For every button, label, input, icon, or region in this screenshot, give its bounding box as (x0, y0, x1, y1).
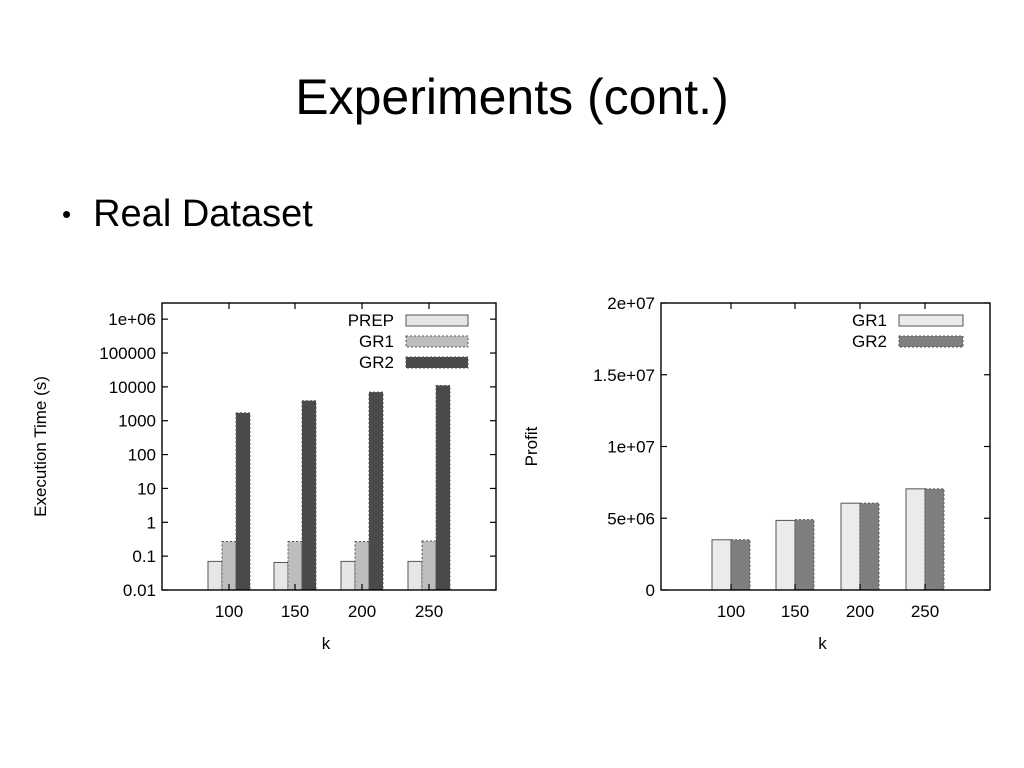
y-tick-label: 1.5e+07 (593, 366, 655, 385)
bar-gr2-100 (730, 539, 751, 591)
x-tick-label: 250 (911, 602, 939, 621)
y-tick-label: 1e+07 (607, 438, 655, 457)
x-tick-label: 200 (846, 602, 874, 621)
x-tick-label: 200 (348, 602, 376, 621)
legend-swatch-prep (405, 314, 469, 327)
legend-label: PREP (348, 311, 394, 330)
y-tick-label: 1e+06 (108, 310, 156, 329)
y-tick-label: 5e+06 (607, 509, 655, 528)
x-axis-label: k (818, 634, 827, 653)
y-tick-label: 10000 (109, 378, 156, 397)
bar-gr2-150 (301, 400, 317, 591)
y-tick-label: 10 (137, 479, 156, 498)
slide-title: Experiments (cont.) (295, 69, 729, 125)
y-tick-label: 1000 (118, 412, 156, 431)
bullet-dot: • (62, 198, 72, 229)
bar-gr1-150 (775, 519, 796, 591)
plot-frame (161, 302, 497, 591)
bullet-item: • Real Dataset (62, 188, 313, 240)
legend-swatch-gr2 (405, 356, 469, 369)
legend-swatch-gr1 (405, 335, 469, 348)
y-axis-label: Profit (522, 426, 541, 466)
x-axis-label: k (322, 634, 331, 653)
x-tick-label: 250 (415, 602, 443, 621)
y-tick-label: 0.01 (123, 581, 156, 600)
bar-gr2-250 (924, 488, 945, 591)
legend-label: GR2 (852, 332, 887, 351)
bar-gr2-200 (368, 391, 384, 591)
x-tick-label: 150 (781, 602, 809, 621)
bar-gr1-200 (840, 502, 861, 591)
bar-gr2-100 (235, 412, 251, 591)
legend-swatch-gr1 (898, 314, 964, 327)
legend-swatch-gr2 (898, 335, 964, 348)
y-tick-label: 100000 (99, 344, 156, 363)
y-tick-label: 100 (128, 446, 156, 465)
y-axis-label: Execution Time (s) (31, 376, 50, 517)
bar-gr2-200 (859, 502, 880, 591)
bullet-text: Real Dataset (93, 192, 313, 235)
y-tick-label: 0.1 (132, 547, 156, 566)
bar-gr2-150 (794, 519, 815, 591)
legend-label: GR1 (359, 332, 394, 351)
x-tick-label: 100 (717, 602, 745, 621)
y-tick-label: 2e+07 (607, 294, 655, 313)
legend-label: GR1 (852, 311, 887, 330)
x-tick-label: 150 (281, 602, 309, 621)
bar-gr1-100 (711, 539, 732, 591)
legend-label: GR2 (359, 353, 394, 372)
x-tick-label: 100 (215, 602, 243, 621)
bar-gr1-250 (905, 488, 926, 591)
y-tick-label: 1 (147, 513, 156, 532)
y-tick-label: 0 (646, 581, 655, 600)
